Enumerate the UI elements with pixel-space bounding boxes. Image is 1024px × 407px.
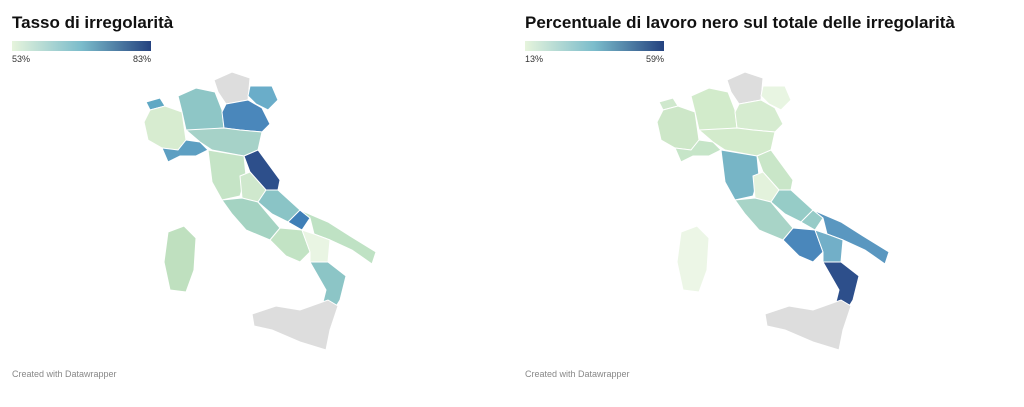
region (764, 299, 852, 351)
region (726, 71, 764, 105)
legend-bar (525, 41, 664, 51)
legend-bar (12, 41, 151, 51)
region (251, 299, 339, 351)
legend-min: 53% (12, 54, 30, 64)
map-title: Tasso di irregolarità (12, 13, 174, 32)
legend-min: 13% (525, 54, 543, 64)
footer: Created with Datawrapper (12, 369, 117, 379)
region (720, 149, 760, 201)
region (163, 225, 197, 293)
region (207, 149, 247, 201)
region (247, 85, 279, 111)
region (143, 105, 187, 151)
map: Percentuale di lavoro nero sul totale de… (525, 13, 955, 379)
map-title: Percentuale di lavoro nero sul totale de… (525, 13, 955, 32)
region (760, 85, 792, 111)
region (812, 209, 890, 265)
legend-max: 83% (133, 54, 151, 64)
map: Tasso di irregolarità 53% 83% Created with … (12, 13, 377, 379)
region (656, 105, 700, 151)
region (177, 87, 225, 131)
legend-max: 59% (646, 54, 664, 64)
region (690, 87, 738, 131)
region (299, 209, 377, 265)
footer: Created with Datawrapper (525, 369, 630, 379)
region (213, 71, 251, 105)
region (676, 225, 710, 293)
